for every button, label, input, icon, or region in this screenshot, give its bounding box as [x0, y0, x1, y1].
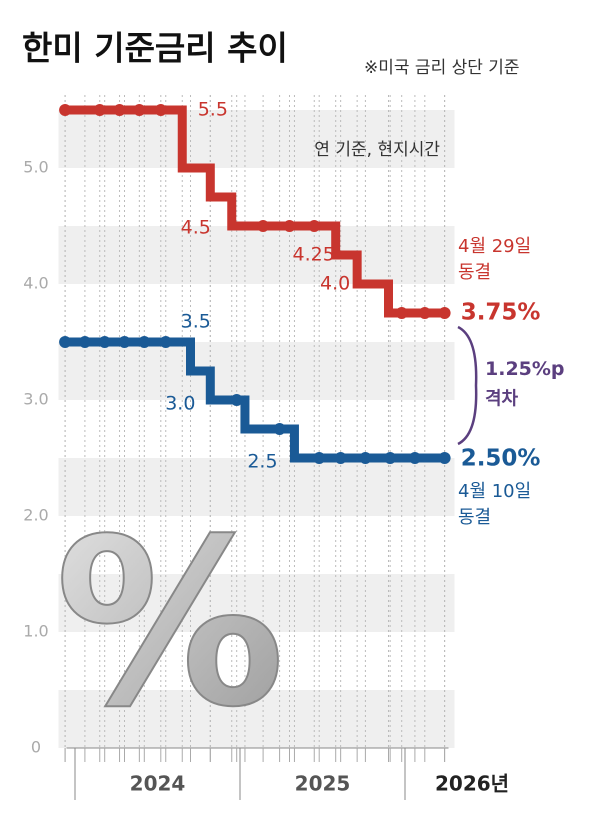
y-tick-label: 0 [31, 738, 41, 757]
value-label: 3.75% [461, 300, 541, 326]
point [93, 104, 106, 116]
y-tick-label: 1.0 [23, 622, 48, 641]
end-note: 동결 [458, 507, 491, 528]
point [154, 104, 167, 116]
note: 연 기준, 현지시간 [314, 140, 440, 160]
point [138, 336, 151, 348]
point [118, 336, 131, 348]
value-label: 4.25 [293, 244, 335, 266]
point [59, 104, 72, 116]
grid-band [58, 226, 455, 284]
chart-title: 한미 기준금리 추이 [22, 29, 288, 68]
chart-subtitle: ※미국 금리 상단 기준 [364, 58, 520, 78]
value-label: 2.50% [461, 446, 541, 472]
point [359, 452, 372, 464]
grid-band [58, 342, 455, 400]
point [308, 220, 321, 232]
point [257, 220, 270, 232]
end-note: 동결 [458, 262, 491, 283]
point [133, 104, 146, 116]
end-note: 4월 10일 [458, 481, 531, 502]
point [438, 452, 451, 464]
point [418, 307, 431, 319]
value-label: 3.5 [181, 311, 211, 333]
value-label: 4.0 [320, 273, 350, 295]
grid-band [58, 574, 455, 632]
y-tick-label: 4.0 [23, 274, 48, 293]
point [273, 423, 286, 435]
value-label: 4.5 [181, 217, 211, 239]
gap-note: 격차 [485, 389, 519, 410]
point [159, 336, 172, 348]
point [283, 220, 296, 232]
x-tick-label: 2024 [130, 772, 186, 796]
point [113, 104, 126, 116]
gap-label: 1.25%p [485, 358, 565, 380]
point [395, 307, 408, 319]
point [334, 452, 347, 464]
grid-band [58, 110, 455, 168]
x-tick-label: 2026년 [435, 772, 509, 796]
value-label: 5.5 [198, 99, 228, 121]
y-tick-label: 3.0 [23, 390, 48, 409]
end-note: 4월 29일 [458, 236, 531, 257]
point [408, 452, 421, 464]
watermark: % [55, 491, 285, 758]
y-tick-label: 5.0 [23, 158, 48, 177]
point [78, 336, 91, 348]
x-tick-label: 2025 [295, 772, 351, 796]
value-label: 3.0 [165, 393, 195, 415]
point [98, 336, 111, 348]
point [59, 336, 72, 348]
point [438, 307, 451, 319]
value-label: 2.5 [247, 451, 277, 473]
y-tick-label: 2.0 [23, 506, 48, 525]
point [384, 452, 397, 464]
grid-band [58, 690, 455, 748]
point [230, 394, 243, 406]
point [313, 452, 326, 464]
gap-brace [457, 325, 478, 446]
